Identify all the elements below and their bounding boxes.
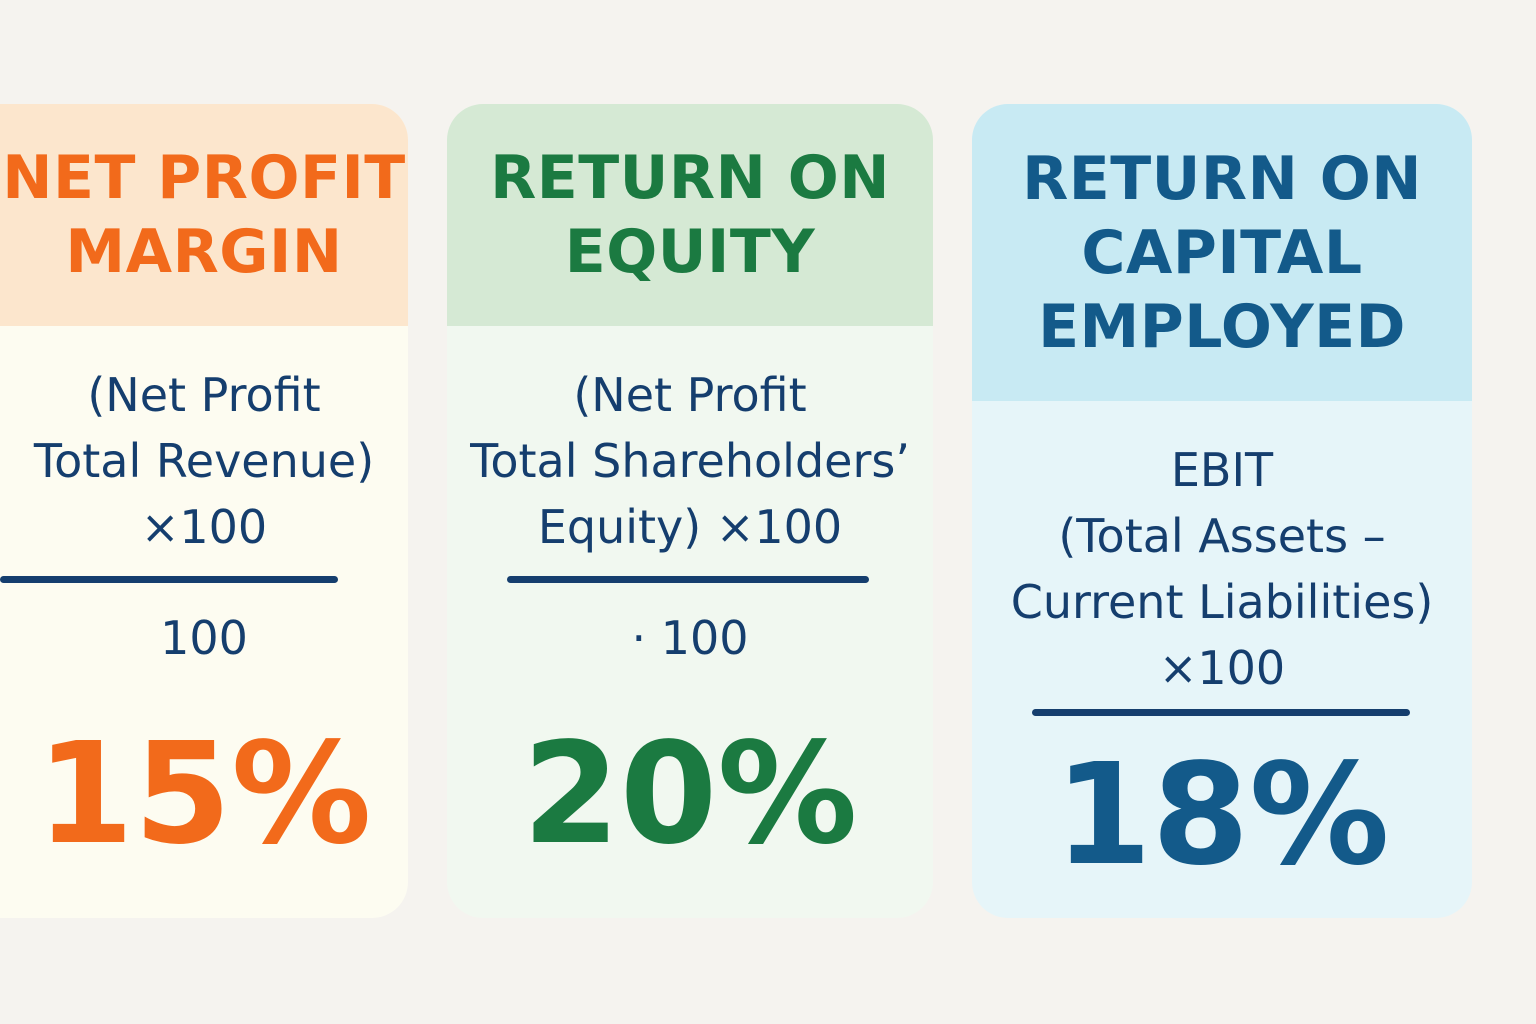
fraction-divider — [507, 576, 869, 583]
formula-line: Total Revenue) — [33, 434, 375, 488]
fraction-divider — [1032, 709, 1410, 716]
card-title-line: CAPITAL — [1081, 217, 1363, 288]
formula-line: (Net Profit — [87, 368, 321, 422]
card-title-line: RETURN ON — [1022, 143, 1422, 214]
card-header: RETURN ON EQUITY — [447, 104, 933, 326]
result-value: 20% — [522, 713, 858, 876]
return-on-capital-employed-card: RETURN ON CAPITAL EMPLOYED EBIT (Total A… — [972, 104, 1472, 918]
formula-denominator: 100 — [160, 611, 248, 665]
net-profit-margin-card: NET PROFIT MARGIN (Net Profit Total Reve… — [0, 104, 408, 918]
formula-line: Current Liabilities) — [1010, 575, 1434, 629]
card-title-line: NET PROFIT — [2, 143, 406, 213]
formula-line: (Net Profit — [573, 368, 807, 422]
card-body: (Net Profit Total Revenue) ×100 100 15% — [0, 326, 408, 918]
card-title-line: EMPLOYED — [1038, 291, 1406, 362]
formula-numerator: (Net Profit Total Shareholders’ Equity) … — [447, 362, 933, 560]
fraction-divider — [0, 576, 338, 583]
card-title-line: MARGIN — [65, 217, 343, 287]
card-title-line: EQUITY — [564, 217, 816, 287]
formula-line: (Total Assets – — [1058, 509, 1386, 563]
formula-numerator: (Net Profit Total Revenue) ×100 — [0, 362, 408, 560]
card-body: (Net Profit Total Shareholders’ Equity) … — [447, 326, 933, 918]
card-header: NET PROFIT MARGIN — [0, 104, 408, 326]
card-title: NET PROFIT MARGIN — [2, 141, 405, 289]
card-header: RETURN ON CAPITAL EMPLOYED — [972, 104, 1472, 401]
card-body: EBIT (Total Assets – Current Liabilities… — [972, 401, 1472, 918]
formula-line: Total Shareholders’ — [470, 434, 910, 488]
formula-line: ×100 — [1158, 641, 1286, 695]
card-title: RETURN ON CAPITAL EMPLOYED — [1022, 142, 1422, 364]
formula-line: ×100 — [140, 500, 268, 554]
result-value: 15% — [36, 713, 372, 876]
formula-numerator: EBIT (Total Assets – Current Liabilities… — [972, 437, 1472, 701]
formula-line: EBIT — [1170, 443, 1274, 497]
formula-denominator: · 100 — [631, 611, 749, 665]
card-title: RETURN ON EQUITY — [490, 141, 890, 289]
formula-line: Equity) ×100 — [537, 500, 843, 554]
card-title-line: RETURN ON — [490, 143, 890, 213]
result-value: 18% — [1054, 734, 1390, 897]
return-on-equity-card: RETURN ON EQUITY (Net Profit Total Share… — [447, 104, 933, 918]
